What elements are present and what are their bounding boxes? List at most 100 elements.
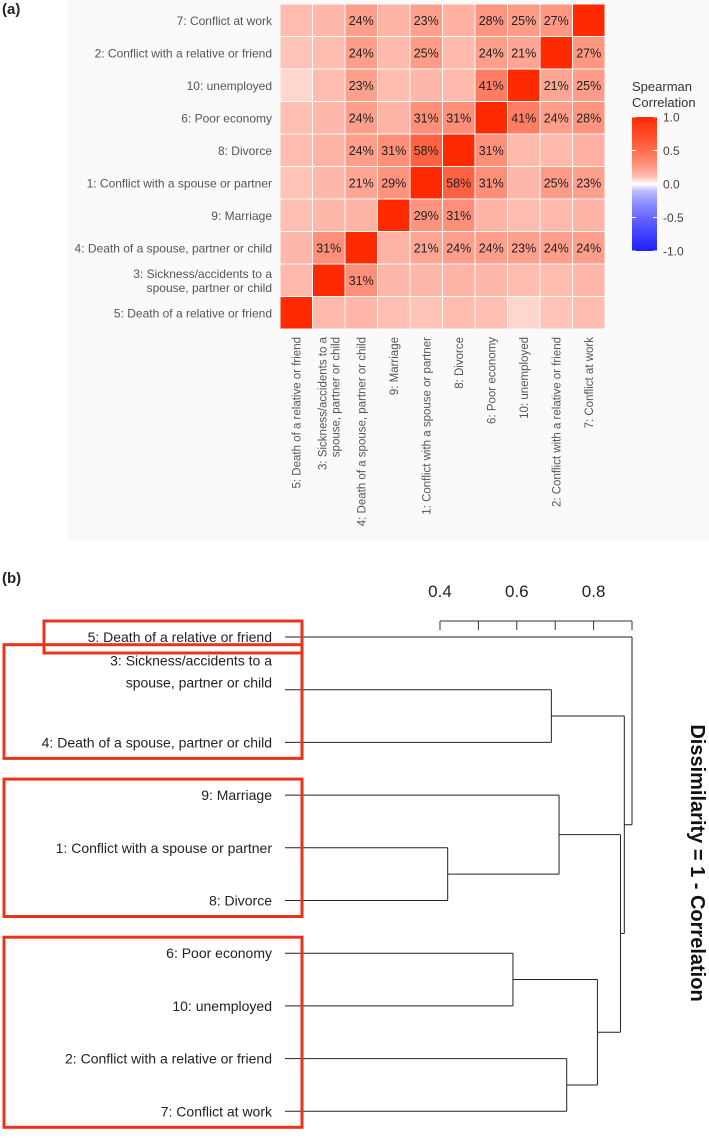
heatmap-cell <box>378 167 410 199</box>
heatmap-cell <box>410 37 442 69</box>
heatmap-cell <box>475 264 507 296</box>
cluster-group-box <box>42 619 304 655</box>
dendrogram-leaf-label: 9: Marriage <box>201 787 272 803</box>
dendrogram-axis-label: 0.4 <box>428 582 452 601</box>
heatmap-cell <box>280 199 312 231</box>
heatmap-cell <box>475 102 507 134</box>
heatmap-cell <box>573 37 605 69</box>
heatmap-column-label: 6: Poor economy <box>486 337 498 424</box>
cluster-group-box <box>2 935 304 1129</box>
heatmap-cell <box>475 167 507 199</box>
heatmap-cell <box>508 102 540 134</box>
heatmap-row-label: 6: Poor economy <box>181 111 272 125</box>
heatmap-cell <box>345 69 377 101</box>
dendrogram-leaf-label: 1: Conflict with a spouse or partner <box>56 840 273 856</box>
heatmap-cell <box>313 199 345 231</box>
heatmap-cell <box>475 297 507 329</box>
heatmap-cell <box>475 199 507 231</box>
heatmap-cell <box>378 264 410 296</box>
heatmap-cell <box>573 297 605 329</box>
heatmap-cell <box>540 297 572 329</box>
heatmap-cell <box>345 167 377 199</box>
heatmap-cell <box>280 232 312 264</box>
heatmap-cell-label: 58% <box>414 144 439 158</box>
heatmap-cell <box>313 264 345 296</box>
heatmap-cell <box>443 167 475 199</box>
dendrogram-leaf-label: 3: Sickness/accidents to a <box>110 653 272 669</box>
heatmap-column-label: 9: Marriage <box>389 337 401 395</box>
heatmap-cell <box>573 264 605 296</box>
heatmap-cell <box>443 232 475 264</box>
heatmap-column-label: 2: Conflict with a relative or friend <box>551 337 563 507</box>
heatmap-row-label: 1: Conflict with a spouse or partner <box>87 176 272 190</box>
heatmap-cell <box>443 37 475 69</box>
heatmap-cell <box>508 199 540 231</box>
heatmap-cell <box>410 134 442 166</box>
heatmap-cell <box>378 134 410 166</box>
heatmap-column-label: 10: unemployed <box>519 337 531 419</box>
heatmap-cell <box>345 4 377 36</box>
heatmap-cell <box>313 167 345 199</box>
dendrogram-axis-title: Dissimilarity = 1 - Correlation <box>686 724 708 1001</box>
heatmap-cell <box>508 297 540 329</box>
heatmap-cell <box>475 134 507 166</box>
heatmap-cell <box>508 232 540 264</box>
heatmap-cell <box>313 134 345 166</box>
dendrogram-leaf-label: 5: Death of a relative or friend <box>88 629 272 645</box>
heatmap-cell-label: 28% <box>479 14 504 28</box>
heatmap-cell-label: 31% <box>446 209 471 223</box>
dendrogram-axis-label: 0.6 <box>505 582 529 601</box>
heatmap-cell <box>378 297 410 329</box>
heatmap-cell-label: 21% <box>349 176 374 190</box>
heatmap-cell <box>378 4 410 36</box>
heatmap: 24% 23% 28% 25% 27% 24% 25% 24% 21% 27% 23% 41% 21% 2… <box>75 4 605 526</box>
heatmap-cell-label: 29% <box>414 209 439 223</box>
heatmap-cell-label: 25% <box>414 46 439 60</box>
heatmap-cell <box>378 102 410 134</box>
heatmap-cell <box>443 69 475 101</box>
heatmap-cell-label: 23% <box>576 176 601 190</box>
heatmap-cell <box>313 102 345 134</box>
heatmap-cell-label: 23% <box>511 241 536 255</box>
heatmap-cell <box>313 69 345 101</box>
heatmap-cell-label: 21% <box>544 79 569 93</box>
heatmap-cell <box>280 102 312 134</box>
heatmap-cell-label: 31% <box>479 176 504 190</box>
heatmap-cell <box>540 102 572 134</box>
heatmap-cell <box>410 232 442 264</box>
heatmap-cell <box>573 199 605 231</box>
heatmap-cell <box>443 264 475 296</box>
heatmap-cell-label: 24% <box>576 241 601 255</box>
heatmap-cell <box>443 4 475 36</box>
heatmap-cell <box>573 4 605 36</box>
legend-color-bar <box>632 117 657 251</box>
heatmap-cell <box>345 297 377 329</box>
heatmap-cell <box>540 134 572 166</box>
heatmap-cell-label: 25% <box>576 79 601 93</box>
heatmap-cell-label: 24% <box>544 111 569 125</box>
heatmap-row-label: 10: unemployed <box>187 79 272 93</box>
heatmap-row-label: spouse, partner or child <box>147 281 272 295</box>
heatmap-cell <box>410 167 442 199</box>
legend-title-line2: Correlation <box>632 95 696 110</box>
dendrogram-leaf-label: 6: Poor economy <box>166 945 272 961</box>
legend-tick-label: 1.0 <box>663 111 680 125</box>
heatmap-cell <box>540 199 572 231</box>
heatmap-cell <box>378 69 410 101</box>
heatmap-cell-label: 24% <box>446 241 471 255</box>
heatmap-cell <box>345 102 377 134</box>
heatmap-cell <box>540 232 572 264</box>
heatmap-cell-label: 31% <box>349 274 374 288</box>
heatmap-column-label: 5: Death of a relative or friend <box>291 337 303 489</box>
heatmap-cell <box>313 4 345 36</box>
heatmap-cell <box>443 297 475 329</box>
heatmap-cell <box>378 232 410 264</box>
heatmap-cell <box>443 134 475 166</box>
cluster-group-box <box>2 643 304 760</box>
heatmap-cell-label: 31% <box>381 144 406 158</box>
heatmap-row-label: 2: Conflict with a relative or friend <box>95 46 272 60</box>
heatmap-cell <box>345 134 377 166</box>
heatmap-cell <box>345 264 377 296</box>
